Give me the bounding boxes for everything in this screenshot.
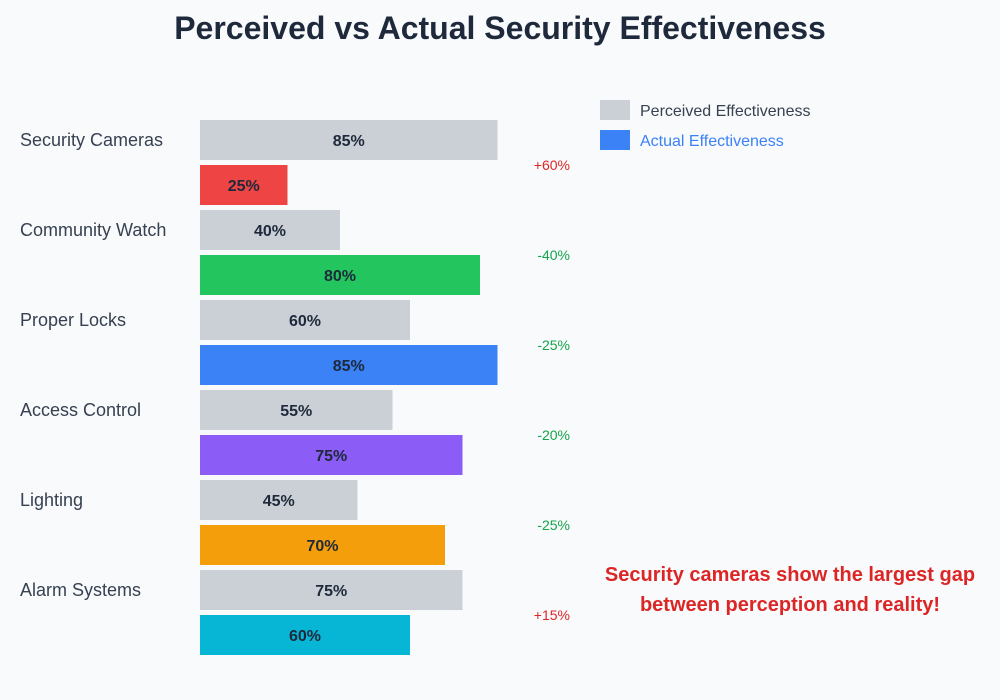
legend-label-actual: Actual Effectiveness (640, 133, 784, 150)
difference-label: -25% (537, 517, 570, 533)
actual-bar (200, 165, 288, 205)
perceived-value-label: 85% (333, 133, 365, 150)
actual-bar (200, 435, 463, 475)
actual-bar (200, 345, 498, 385)
category-label: Alarm Systems (20, 580, 141, 600)
actual-value-label: 75% (315, 448, 347, 465)
actual-bar (200, 255, 480, 295)
perceived-bar (200, 480, 358, 520)
perceived-value-label: 45% (263, 493, 295, 510)
perceived-bar (200, 390, 393, 430)
annotation: Security cameras show the largest gap be… (604, 564, 976, 616)
actual-value-label: 80% (324, 268, 356, 285)
actual-value-label: 70% (306, 538, 338, 555)
difference-label: +60% (534, 157, 570, 173)
category-label: Access Control (20, 400, 141, 420)
actual-value-label: 25% (228, 178, 260, 195)
category-label: Proper Locks (20, 310, 126, 330)
chart-title: Perceived vs Actual Security Effectivene… (174, 10, 826, 46)
category-label: Community Watch (20, 220, 166, 240)
perceived-bar (200, 570, 463, 610)
legend-label-perceived: Perceived Effectiveness (640, 103, 810, 120)
perceived-value-label: 40% (254, 223, 286, 240)
actual-bar (200, 615, 410, 655)
perceived-value-label: 60% (289, 313, 321, 330)
difference-label: -40% (537, 247, 570, 263)
perceived-bar (200, 300, 410, 340)
legend-swatch-perceived (600, 100, 630, 120)
actual-value-label: 85% (333, 358, 365, 375)
legend-swatch-actual (600, 130, 630, 150)
perceived-bar (200, 210, 340, 250)
category-label: Security Cameras (20, 130, 163, 150)
actual-bar (200, 525, 445, 565)
perceived-bar (200, 120, 498, 160)
perceived-value-label: 55% (280, 403, 312, 420)
difference-label: -20% (537, 427, 570, 443)
difference-label: -25% (537, 337, 570, 353)
actual-value-label: 60% (289, 628, 321, 645)
difference-label: +15% (534, 607, 570, 623)
perceived-value-label: 75% (315, 583, 347, 600)
category-label: Lighting (20, 490, 83, 510)
